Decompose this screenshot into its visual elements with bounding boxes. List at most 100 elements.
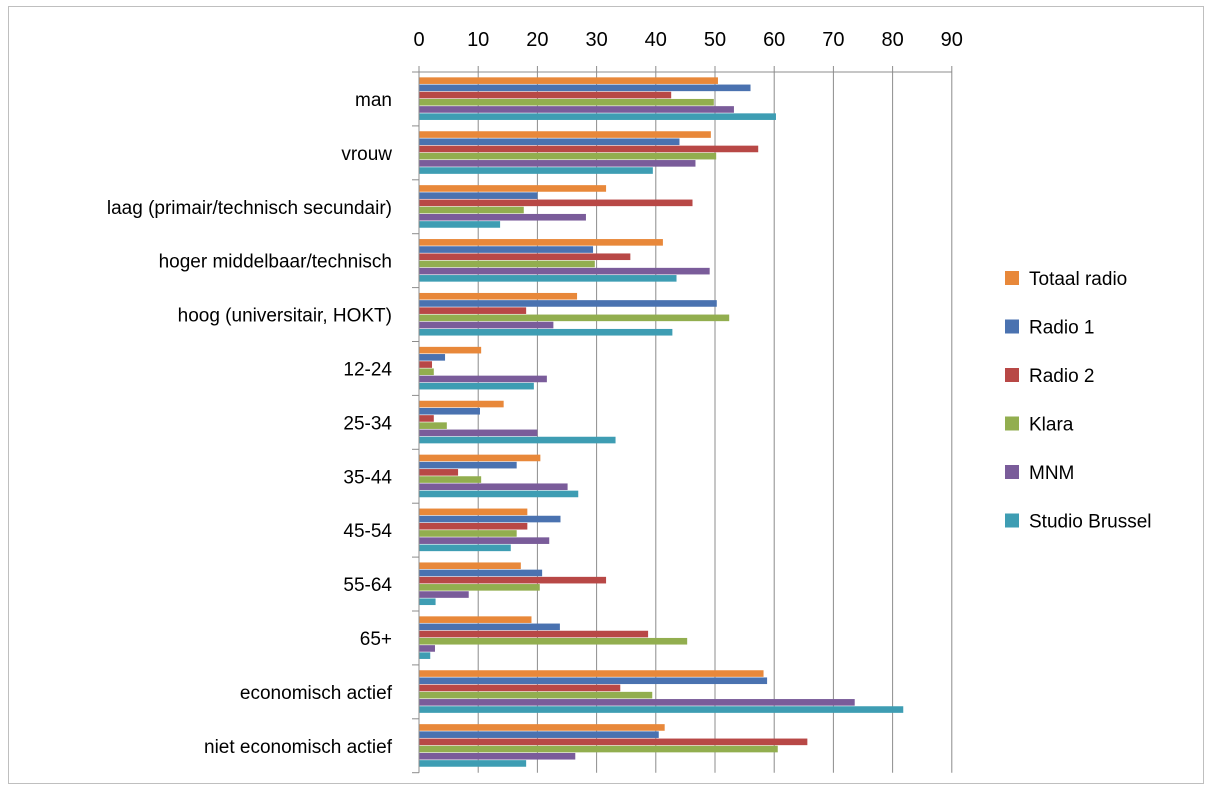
legend-label: Radio 2	[1029, 366, 1095, 387]
bar-radio-2	[419, 630, 649, 638]
bar-studio-brussel	[419, 167, 653, 174]
category-label: laag (primair/technisch secundair)	[107, 198, 392, 219]
bar-radio-1	[419, 515, 561, 523]
bar-mnm	[419, 213, 586, 221]
bar-radio-1	[419, 354, 446, 361]
bar-radio-1	[419, 731, 659, 738]
bar-studio-brussel	[419, 706, 904, 713]
bar-klara	[419, 637, 688, 645]
x-tick-label: 0	[413, 29, 424, 51]
x-tick-label: 90	[941, 29, 963, 51]
bar-klara	[419, 152, 717, 160]
bar-klara	[419, 206, 524, 214]
bar-mnm	[419, 752, 576, 760]
x-tick-label: 60	[763, 29, 785, 51]
legend-label: Studio Brussel	[1029, 512, 1152, 533]
bar-studio-brussel	[419, 221, 501, 228]
bar-studio-brussel	[419, 113, 776, 120]
x-tick-label: 20	[526, 29, 548, 51]
bar-radio-2	[419, 576, 607, 584]
bar-klara	[419, 368, 434, 376]
bar-totaal-radio	[419, 400, 504, 408]
bar-studio-brussel	[419, 275, 677, 282]
bar-radio-2	[419, 253, 631, 261]
category-label: 55-64	[343, 575, 392, 596]
bar-radio-1	[419, 84, 751, 92]
axes	[412, 66, 953, 774]
bar-mnm	[419, 537, 550, 544]
bar-totaal-radio	[419, 616, 532, 623]
bar-mnm	[419, 591, 469, 598]
bar-totaal-radio	[419, 562, 521, 570]
bar-klara	[419, 260, 595, 268]
legend-swatch	[1005, 319, 1019, 334]
bar-totaal-radio	[419, 185, 607, 192]
legend-label: MNM	[1029, 463, 1074, 484]
bar-radio-2	[419, 684, 621, 692]
bar-totaal-radio	[419, 508, 528, 516]
bar-mnm	[419, 375, 547, 383]
bars	[419, 77, 904, 767]
category-label: niet economisch actief	[204, 737, 393, 758]
bar-radio-1	[419, 300, 717, 307]
bar-klara	[419, 314, 730, 322]
bar-mnm	[419, 106, 734, 113]
bar-radio-2	[419, 199, 693, 207]
category-label: 12-24	[343, 359, 392, 380]
x-tick-label: 30	[585, 29, 607, 51]
bar-studio-brussel	[419, 436, 616, 444]
category-label: economisch actief	[240, 683, 393, 704]
bar-studio-brussel	[419, 544, 511, 552]
bar-studio-brussel	[419, 598, 436, 606]
category-label: hoger middelbaar/technisch	[159, 252, 392, 273]
category-label: 45-54	[343, 521, 392, 542]
bar-radio-2	[419, 469, 459, 476]
bar-totaal-radio	[419, 131, 711, 138]
bar-studio-brussel	[419, 328, 673, 336]
bar-klara	[419, 691, 653, 699]
legend-swatch	[1005, 271, 1019, 285]
bar-radio-1	[419, 192, 538, 199]
x-tick-label: 80	[881, 29, 903, 51]
bar-totaal-radio	[419, 346, 482, 354]
legend-swatch	[1005, 513, 1019, 528]
bar-radio-2	[419, 361, 433, 368]
x-tick-label: 40	[645, 29, 667, 51]
bar-radio-2	[419, 522, 528, 530]
bar-mnm	[419, 321, 554, 329]
chart-frame	[8, 6, 1204, 784]
bar-radio-1	[419, 407, 480, 415]
x-tick-label: 70	[822, 29, 844, 51]
bar-radio-1	[419, 246, 594, 253]
bar-studio-brussel	[419, 760, 527, 767]
bar-mnm	[419, 645, 435, 652]
bar-radio-1	[419, 461, 517, 469]
legend: Totaal radio Radio 1 Radio 2 Klara MNM Studio…	[1005, 269, 1152, 533]
bar-totaal-radio	[419, 454, 541, 462]
bar-studio-brussel	[419, 382, 534, 390]
bar-radio-1	[419, 138, 680, 146]
legend-label: Radio 1	[1029, 318, 1095, 339]
bar-totaal-radio	[419, 724, 665, 731]
bar-radio-2	[419, 91, 672, 99]
category-label: 25-34	[343, 413, 392, 434]
legend-swatch	[1005, 465, 1019, 479]
bar-klara	[419, 98, 714, 106]
bar-radio-2	[419, 307, 527, 314]
bar-mnm	[419, 699, 855, 706]
bar-radio-1	[419, 677, 768, 685]
x-tick-labels: 0 10 20 30 40 50 60 70 80 90	[413, 29, 962, 51]
bar-radio-1	[419, 623, 560, 631]
bar-mnm	[419, 483, 568, 491]
bar-totaal-radio	[419, 239, 663, 246]
bar-mnm	[419, 267, 710, 275]
legend-label: Totaal radio	[1029, 269, 1127, 290]
bar-radio-2	[419, 738, 808, 746]
bar-klara	[419, 584, 540, 591]
gridlines	[477, 72, 953, 773]
bar-studio-brussel	[419, 490, 579, 498]
x-tick-label: 50	[704, 29, 726, 51]
bar-totaal-radio	[419, 670, 764, 677]
category-label: man	[355, 90, 392, 111]
